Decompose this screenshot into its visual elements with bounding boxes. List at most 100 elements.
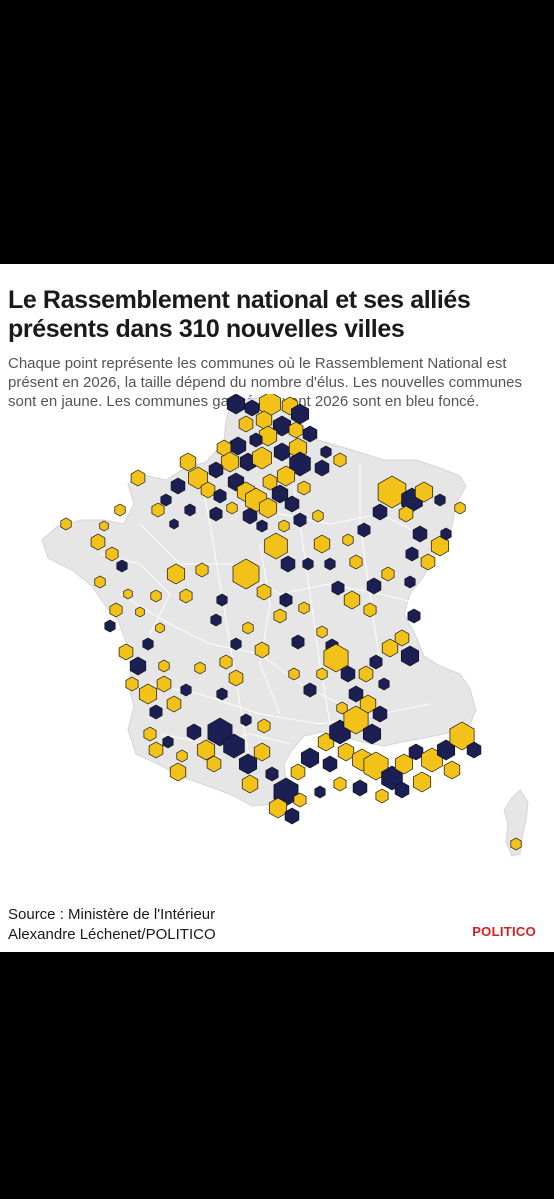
new-commune-marker: [256, 583, 272, 601]
previous-commune-marker: [279, 592, 293, 608]
previous-commune-marker: [160, 493, 172, 507]
new-commune-marker: [252, 446, 272, 470]
corsica: [503, 789, 529, 857]
new-commune-marker: [349, 554, 363, 570]
new-commune-marker: [298, 601, 310, 615]
new-commune-marker: [166, 563, 186, 585]
previous-commune-marker: [394, 781, 410, 799]
previous-commune-marker: [314, 459, 330, 477]
new-commune-marker: [90, 533, 106, 551]
title-line-1: Le Rassemblement national et ses alliés: [8, 286, 471, 314]
previous-commune-marker: [265, 766, 279, 782]
new-commune-marker: [510, 837, 522, 851]
new-commune-marker: [375, 788, 389, 804]
previous-commune-marker: [238, 753, 258, 775]
france-map: [41, 394, 529, 857]
new-commune-marker: [312, 509, 324, 523]
new-commune-marker: [228, 669, 244, 687]
previous-commune-marker: [369, 654, 383, 670]
previous-commune-marker: [372, 705, 388, 723]
previous-commune-marker: [293, 512, 307, 528]
new-commune-marker: [148, 741, 164, 759]
new-commune-marker: [358, 665, 374, 683]
previous-commune-marker: [229, 436, 247, 456]
previous-commune-marker: [400, 645, 420, 667]
previous-commune-marker: [169, 518, 179, 530]
previous-commune-marker: [303, 682, 317, 698]
new-commune-marker: [143, 726, 157, 742]
new-commune-marker: [226, 501, 238, 515]
new-commune-marker: [194, 661, 206, 675]
new-commune-marker: [94, 575, 106, 589]
new-commune-marker: [220, 451, 240, 473]
new-commune-marker: [241, 774, 259, 794]
new-commune-marker: [150, 589, 162, 603]
previous-commune-marker: [284, 495, 300, 513]
chart-card: Le Rassemblement national et ses alliés …: [0, 264, 554, 952]
new-commune-marker: [276, 465, 296, 487]
previous-commune-marker: [314, 785, 326, 799]
previous-commune-marker: [408, 743, 424, 761]
previous-commune-marker: [352, 779, 368, 797]
previous-commune-marker: [129, 656, 147, 676]
new-commune-marker: [288, 667, 300, 681]
previous-commune-marker: [210, 613, 222, 627]
new-commune-marker: [123, 588, 133, 600]
new-commune-marker: [333, 452, 347, 468]
new-commune-marker: [377, 475, 407, 509]
previous-commune-marker: [378, 677, 390, 691]
new-commune-marker: [166, 695, 182, 713]
previous-commune-marker: [300, 747, 320, 769]
previous-commune-marker: [340, 665, 356, 683]
new-commune-marker: [333, 776, 347, 792]
previous-commune-marker: [289, 451, 311, 477]
previous-commune-marker: [186, 723, 202, 741]
new-commune-marker: [336, 701, 348, 715]
previous-commune-marker: [184, 503, 196, 517]
new-commune-marker: [60, 517, 72, 531]
new-commune-marker: [151, 502, 165, 518]
previous-commune-marker: [216, 593, 228, 607]
new-commune-marker: [394, 629, 410, 647]
new-commune-marker: [398, 505, 414, 523]
new-commune-marker: [258, 497, 278, 519]
new-commune-marker: [323, 643, 349, 673]
new-commune-marker: [109, 602, 123, 618]
new-commune-marker: [176, 749, 188, 763]
new-commune-marker: [342, 533, 354, 547]
new-commune-marker: [188, 466, 208, 490]
previous-commune-marker: [209, 506, 223, 522]
new-commune-marker: [130, 469, 146, 487]
new-commune-marker: [297, 480, 311, 496]
previous-commune-marker: [348, 685, 364, 703]
new-commune-marker: [156, 675, 172, 693]
previous-commune-marker: [208, 461, 224, 479]
previous-commune-marker: [357, 522, 371, 538]
new-commune-marker: [169, 762, 187, 782]
title-line-2: présents dans 310 nouvelles villes: [8, 315, 405, 343]
new-commune-marker: [278, 519, 290, 533]
previous-commune-marker: [362, 723, 382, 745]
previous-commune-marker: [466, 741, 482, 759]
new-commune-marker: [135, 606, 145, 618]
new-commune-marker: [257, 718, 271, 734]
previous-commune-marker: [149, 704, 163, 720]
new-commune-marker: [381, 566, 395, 582]
previous-commune-marker: [372, 503, 388, 521]
previous-commune-marker: [284, 807, 300, 825]
previous-commune-marker: [170, 477, 186, 495]
new-commune-marker: [443, 760, 461, 780]
new-commune-marker: [258, 425, 278, 447]
previous-commune-marker: [302, 557, 314, 571]
previous-commune-marker: [216, 687, 228, 701]
new-commune-marker: [381, 638, 399, 658]
politico-logo: POLITICO: [472, 924, 536, 939]
new-commune-marker: [394, 753, 414, 775]
new-commune-marker: [155, 622, 165, 634]
previous-commune-marker: [405, 546, 419, 562]
new-commune-marker: [288, 421, 304, 439]
previous-commune-marker: [226, 394, 246, 415]
previous-commune-marker: [272, 415, 292, 437]
new-commune-marker: [420, 553, 436, 571]
new-commune-marker: [114, 503, 126, 517]
